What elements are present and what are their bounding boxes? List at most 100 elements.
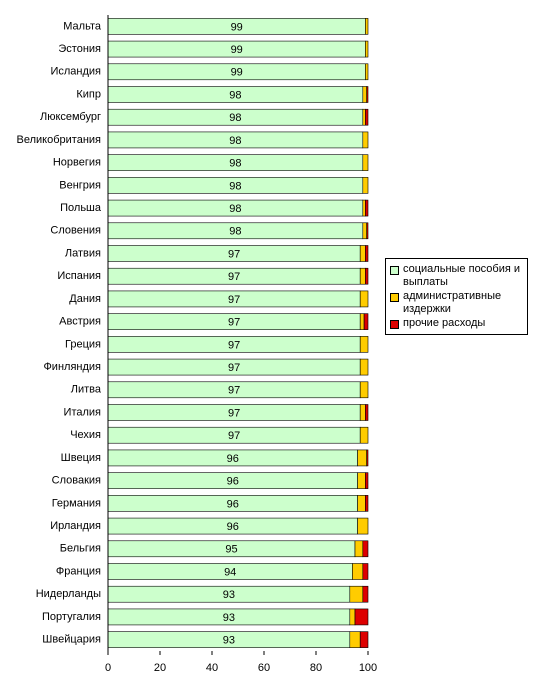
data-label: 97 [228,407,240,419]
y-tick-label: Франция [56,565,101,577]
y-tick-label: Дания [69,293,101,305]
bar-segment [366,86,369,103]
bar-segment [359,358,369,376]
bar-segment [357,517,369,535]
legend: социальные пособия и выплаты администрати… [385,258,528,335]
y-tick-label: Литва [71,384,102,396]
bar-segment [359,267,366,285]
y-tick-label: Венгрия [59,179,101,191]
bar-segment [362,222,367,240]
bar-segment [359,336,369,353]
data-label: 96 [227,476,239,488]
data-label: 93 [223,635,235,647]
y-tick-label: Португалия [42,611,101,623]
data-label: 97 [228,317,240,329]
y-tick-label: Норвегия [53,157,101,169]
y-tick-label: Ирландия [50,520,101,532]
x-tick-label: 100 [359,662,377,674]
bar-segment [365,472,369,489]
y-tick-label: Нидерланды [36,588,101,600]
bar-segment [365,199,369,217]
bar-segment [349,631,361,648]
bar-segment [357,449,368,467]
bar-segment [362,86,367,103]
y-tick-label: Словакия [52,475,101,487]
bar-segment [362,540,369,558]
bar-segment [359,426,369,444]
bar-segment [365,495,369,512]
bar-segment [362,177,369,194]
bar-segment [349,585,364,603]
bar-segment [359,245,366,262]
y-tick-label: Великобритания [17,134,102,146]
legend-item: социальные пособия и выплаты [390,263,523,289]
bar-segment [365,18,369,35]
bar-segment [357,495,366,512]
bar-segment [349,608,356,626]
bar-segment [354,540,364,558]
legend-swatch [390,293,399,302]
legend-label: административные издержки [403,290,502,315]
data-label: 97 [228,430,240,442]
y-tick-label: Италия [64,406,102,418]
y-tick-label: Бельгия [60,543,101,555]
data-label: 99 [231,67,243,79]
data-label: 93 [223,612,235,624]
data-label: 97 [228,271,240,283]
legend-swatch [390,320,399,329]
data-label: 99 [231,21,243,33]
y-tick-label: Швейцария [42,634,101,646]
data-label: 98 [229,158,241,170]
bar-segment [354,608,369,626]
y-tick-label: Австрия [59,316,101,328]
bar-segment [357,472,366,489]
data-label: 98 [229,226,241,238]
legend-label: социальные пособия и выплаты [403,263,521,288]
y-tick-label: Греция [65,338,101,350]
data-label: 94 [224,566,236,578]
bar-segment [365,63,369,81]
bar-segment [363,313,369,330]
bar-segment [359,381,369,399]
y-tick-label: Швеция [61,452,101,464]
x-tick-label: 80 [310,662,322,674]
bar-segment [365,108,369,126]
legend-item: прочие расходы [390,317,523,330]
data-label: 98 [229,180,241,192]
data-label: 97 [228,339,240,351]
data-label: 95 [225,544,237,556]
bar-segment [362,131,369,149]
data-label: 93 [223,589,235,601]
bar-segment [362,585,369,603]
y-tick-label: Словения [50,225,101,237]
bar-segment [359,631,369,648]
data-label: 96 [227,453,239,465]
data-label: 97 [228,248,240,260]
legend-swatch [390,266,399,275]
data-label: 98 [229,203,241,215]
data-label: 98 [229,89,241,101]
data-label: 97 [228,385,240,397]
y-tick-label: Чехия [70,429,101,441]
data-label: 98 [229,112,241,124]
data-label: 96 [227,521,239,533]
data-label: 96 [227,498,239,510]
bar-segment [359,313,365,330]
bar-segment [366,449,369,467]
bar-segment [362,199,366,217]
bar-segment [362,154,369,171]
y-tick-label: Германия [52,497,101,509]
bar-segment [362,108,366,126]
bar-segment [366,222,369,240]
y-tick-label: Польша [60,202,102,214]
legend-label: прочие расходы [403,317,486,329]
y-tick-label: Кипр [76,88,101,100]
bar-segment [362,563,369,580]
x-tick-label: 0 [105,662,111,674]
bar-segment [359,404,366,421]
x-tick-label: 40 [206,662,218,674]
bar-segment [359,290,369,308]
y-tick-label: Мальта [63,20,102,32]
